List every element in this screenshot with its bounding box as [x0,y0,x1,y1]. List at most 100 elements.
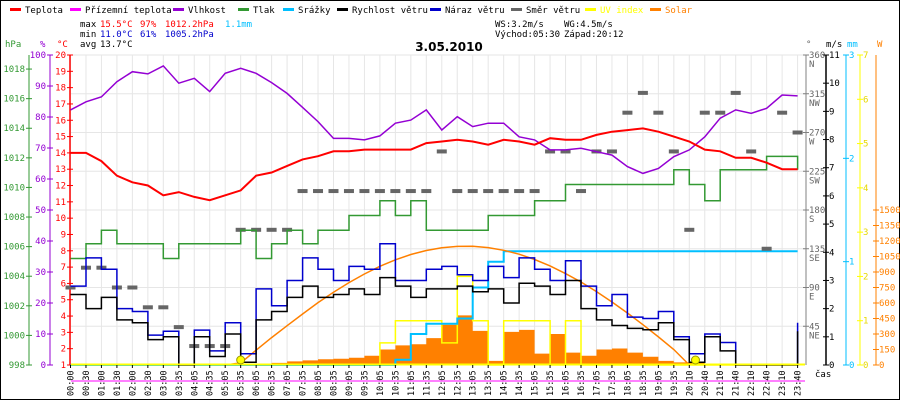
wind-direction-mark [452,189,463,194]
stats-sunset: Západ:20:12 [564,30,624,40]
x-tick-label: 15:35 [546,370,556,396]
x-tick-label: 22:10 [747,370,757,396]
wind-direction-mark [483,189,494,194]
x-tick-label: 04:05 [190,370,200,396]
uv-tick-label: 7 [863,51,868,61]
rain-tick-label: 3 [849,51,854,61]
legend-swatch-solar [650,8,661,11]
x-tick-label: 07:35 [299,370,309,396]
legend-swatch-uv [585,8,596,11]
temp-tick-label: 11 [55,198,66,208]
dir-compass-label: E [809,293,814,303]
stats-avg-label: avg [80,40,96,50]
wind-direction-mark [436,149,447,154]
wind-direction-mark [158,305,169,310]
x-tick-label: 14:05 [500,370,510,396]
x-tick-label: 03:35 [175,370,185,396]
wind-direction-mark [328,189,339,194]
legend: Teplota Přízemní teplota Vlhkost Tlak Srážky… [10,6,693,16]
hum-axis-title: % [40,40,46,50]
press-axis-title: hPa [5,40,21,50]
legend-label-gust: Náraz větru [445,6,505,16]
solar-tick-label: 1200 [879,237,900,247]
x-tick-label: 15:05 [531,370,541,396]
press-tick-label: 1010 [3,183,25,193]
hum-tick-label: 40 [35,237,46,247]
wind-direction-mark [421,189,432,194]
temp-tick-label: 13 [55,165,66,175]
x-tick-label: 11:35 [422,370,432,396]
press-tick-label: 1004 [3,272,25,282]
grid [70,54,805,365]
legend-label-apparent: Přízemní teplota [85,6,172,16]
x-tick-label: 02:00 [128,370,138,396]
uv-tick-label: 6 [863,95,868,105]
solar-tick-label: 750 [879,284,895,294]
legend-swatch-apparent [70,8,81,11]
wind-direction-mark [715,110,726,115]
solar-tick-label: 150 [879,346,895,356]
dir-tick-label: 270 [809,129,825,139]
wind-direction-mark [761,246,772,251]
hum-tick-label: 60 [35,175,46,185]
stats-max-temp: 15.5°C [100,20,133,30]
stats-avg-temp: 13.7°C [100,40,133,50]
wind-direction-mark [405,189,416,194]
solar-tick-label: 450 [879,315,895,325]
x-tick-label: 06:05 [252,370,262,396]
x-tick-label: 05:35 [237,370,247,396]
stats-min-label: min [80,30,96,40]
legend-label-temp: Teplota [25,6,63,16]
press-tick-label: 1016 [3,95,25,105]
x-tick-label: 18:05 [623,370,633,396]
x-tick-label: 04:35 [206,370,216,396]
legend-label-solar: Solar [665,6,693,16]
x-tick-label: 21:40 [732,370,742,396]
wind-direction-mark [514,189,525,194]
temp-tick-label: 17 [55,100,66,110]
legend-swatch-temp [10,8,21,11]
hum-tick-label: 50 [35,206,46,216]
stats-min-pressure: 1005.2hPa [165,30,214,40]
wind-direction-mark [65,285,76,290]
x-tick-label: 08:05 [314,370,324,396]
dir-tick-label: 360 [809,51,825,61]
stats-max-rain: 1.1mm [225,20,252,30]
temp-tick-label: 3 [61,328,66,338]
dir-tick-label: 180 [809,206,825,216]
wind-tick-label: 10 [829,79,840,89]
press-tick-label: 998 [9,361,25,371]
wind-direction-mark [637,90,648,95]
x-tick-label: 20:40 [701,370,711,396]
wind-direction-mark [390,189,401,194]
legend-label-dir: Směr větru [526,6,580,16]
legend-swatch-press [238,8,249,11]
temp-tick-label: 1 [61,361,66,371]
legend-swatch-gust [430,8,441,11]
x-tick-label: 01:30 [113,370,123,396]
wind-tick-label: 1 [829,333,834,343]
dir-compass-label: N [809,60,814,70]
wind-direction-mark [730,90,741,95]
stats-max-humidity: 97% [140,20,157,30]
wind-tick-label: 9 [829,107,834,117]
x-tick-label: 07:05 [283,370,293,396]
temperature-line [70,127,798,202]
wind-direction-mark [576,189,587,194]
solar-axis-title: W [877,40,883,50]
legend-swatch-rain [283,8,294,11]
x-tick-label: 11:05 [407,370,417,396]
wind-direction-mark [653,110,664,115]
dir-tick-label: 90 [809,284,820,294]
legend-swatch-dir [511,8,522,11]
wind-direction-mark [266,227,277,232]
stats-max-label: max [80,20,97,30]
x-tick-label: 18:35 [639,370,649,396]
wind-tick-label: 8 [829,136,834,146]
temp-tick-label: 7 [61,263,66,273]
rain-axis-title: mm [847,40,858,50]
wind-direction-mark [359,189,370,194]
sunrise-marker-icon [236,355,246,365]
wind-direction-mark [343,189,354,194]
x-tick-label: 22:40 [763,370,773,396]
